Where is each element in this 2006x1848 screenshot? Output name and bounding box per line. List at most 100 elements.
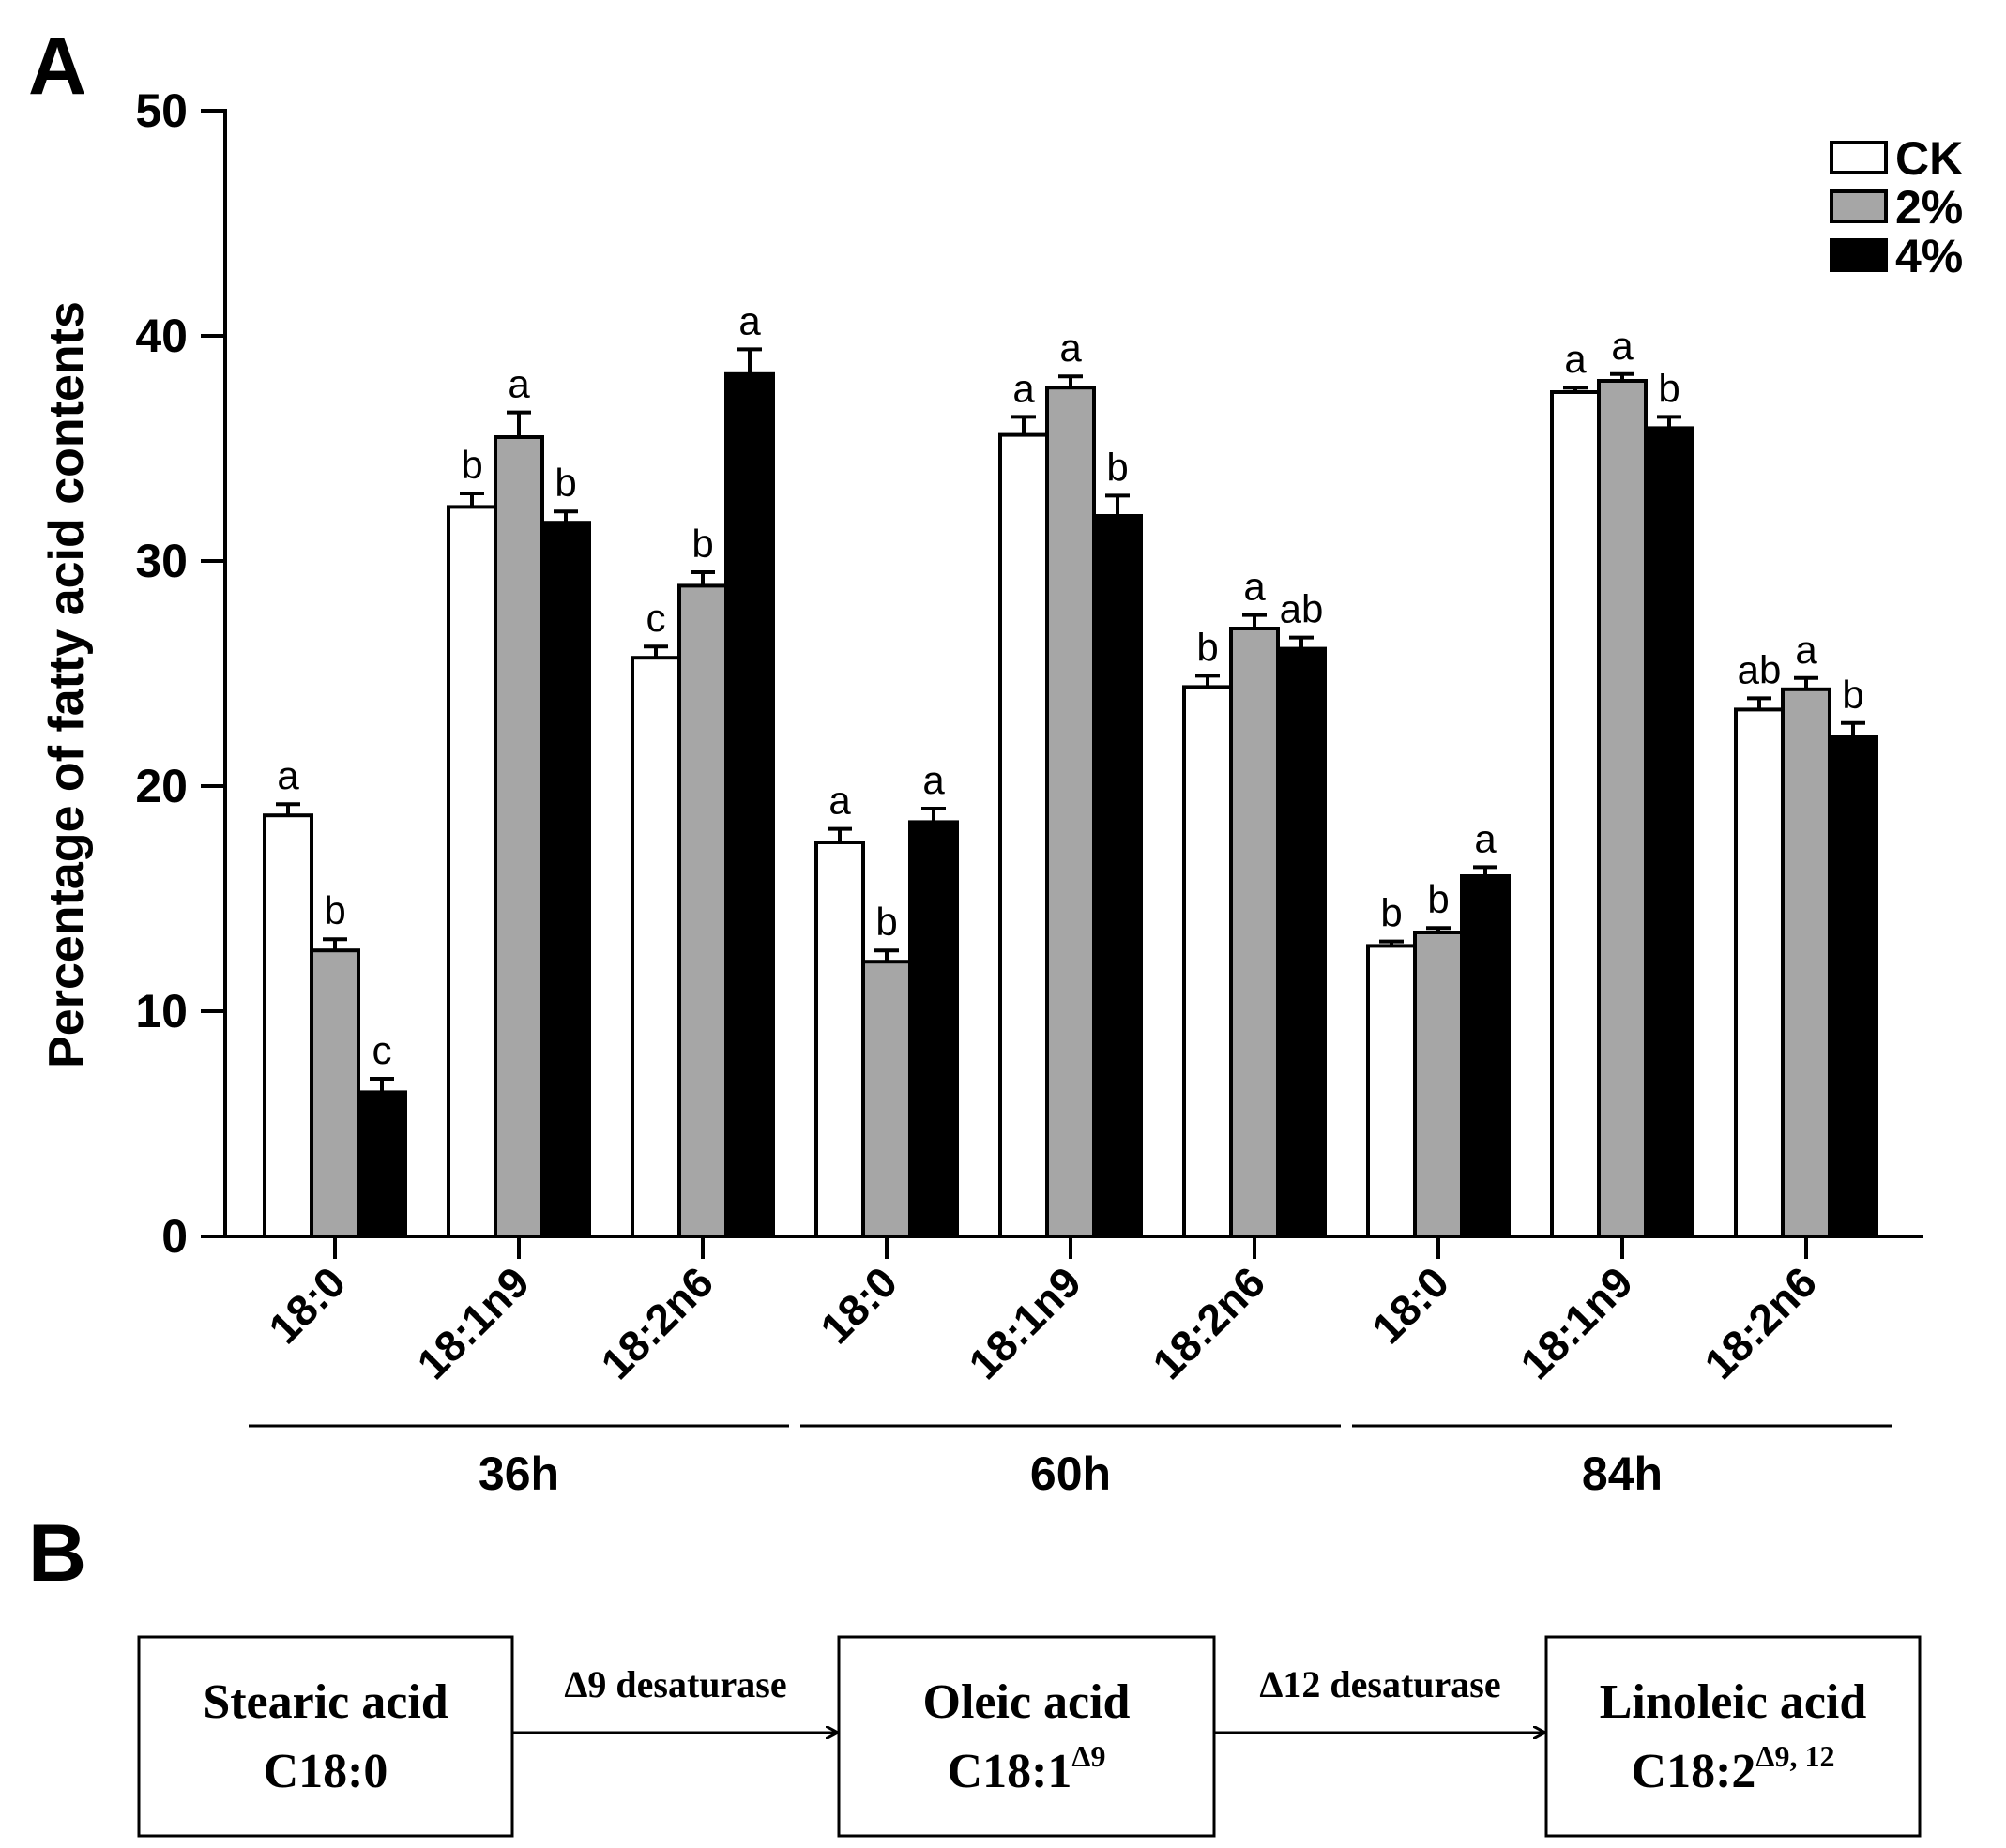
significance-letter: b (1380, 891, 1402, 935)
bar (1597, 379, 1648, 1238)
significance-letter: b (1427, 877, 1449, 921)
bar (1229, 627, 1280, 1238)
y-axis-label: Percentage of fatty acid contents (39, 301, 94, 1068)
y-tick-label: 40 (135, 310, 188, 362)
pathway-box (137, 1635, 514, 1838)
bar (1550, 390, 1601, 1238)
significance-letter: ab (1738, 647, 1782, 691)
bar (908, 820, 959, 1239)
y-tick-label: 30 (135, 535, 188, 587)
significance-letter: b (1106, 445, 1128, 489)
bar (861, 960, 912, 1238)
significance-letter: c (372, 1028, 392, 1072)
significance-letter: c (646, 596, 666, 640)
significance-letter: b (555, 461, 576, 505)
pathway-node-name: Stearic acid (203, 1675, 448, 1729)
bar (631, 656, 681, 1238)
bar (814, 841, 865, 1238)
pathway-diagram: Stearic acid C18:0 Oleic acid C18:1Δ9 Linole… (137, 1635, 1922, 1838)
bar (724, 371, 775, 1238)
bar (447, 505, 497, 1238)
bar (494, 435, 544, 1238)
significance-letter: b (461, 443, 482, 487)
group-label: 36h (479, 1447, 559, 1500)
bar (1460, 874, 1511, 1238)
significance-letter: a (1564, 337, 1587, 381)
panel-a-label: A (28, 22, 86, 112)
category-label: 18:1n9 (407, 1257, 539, 1388)
pathway-node-formula: C18:0 (264, 1745, 388, 1798)
bar (1828, 735, 1878, 1238)
category-label: 18:2n6 (591, 1257, 722, 1388)
significance-letter: a (1795, 628, 1817, 672)
y-tick-label: 50 (135, 84, 188, 137)
group-label: 84h (1582, 1447, 1663, 1500)
pathway-box (1544, 1635, 1922, 1838)
significance-letter: a (1059, 326, 1082, 370)
group-label: 60h (1030, 1447, 1111, 1500)
significance-letter: b (1658, 366, 1679, 410)
category-label: 18:0 (259, 1257, 355, 1353)
significance-letter: a (828, 779, 851, 823)
category-label: 18:1n9 (959, 1257, 1090, 1388)
significance-letter: b (1842, 673, 1863, 717)
y-tick-label: 10 (135, 985, 188, 1038)
significance-letter: a (922, 758, 945, 802)
bar (357, 1090, 407, 1239)
significance-letter: a (1474, 816, 1497, 860)
category-label: 18:0 (1362, 1257, 1458, 1353)
significance-letter: a (738, 298, 761, 342)
significance-letter: b (1196, 625, 1218, 669)
category-label: 18:0 (811, 1257, 906, 1353)
category-label: 18:2n6 (1694, 1257, 1826, 1388)
pathway-box (837, 1635, 1216, 1838)
formula-base: C18:1 (948, 1745, 1072, 1798)
formula-base: C18:2 (1632, 1745, 1756, 1798)
bar (1734, 707, 1785, 1238)
bar (540, 521, 591, 1238)
pathway-node-name: Linoleic acid (1600, 1675, 1867, 1729)
legend: CK2%4% (1830, 132, 1963, 282)
bar (1781, 687, 1831, 1238)
legend-swatch (1830, 189, 1888, 223)
bar (1182, 685, 1233, 1238)
significance-letter: ab (1280, 587, 1324, 631)
significance-letter: a (1611, 324, 1634, 368)
significance-letter: b (875, 900, 897, 944)
bar (1413, 931, 1464, 1238)
bar (1276, 646, 1327, 1238)
significance-letter: a (1012, 366, 1035, 410)
pathway-arrow-label: Δ9 desaturase (564, 1663, 786, 1705)
bar (263, 813, 313, 1238)
pathway-node-formula: C18:1Δ9 (948, 1739, 1106, 1798)
formula-superscript: Δ9, 12 (1755, 1739, 1834, 1773)
category-label: 18:1n9 (1511, 1257, 1642, 1388)
significance-letter: a (508, 362, 530, 406)
legend-label: CK (1895, 132, 1963, 185)
chart-bars (263, 347, 1878, 1239)
bar (1045, 386, 1096, 1238)
legend-swatch (1830, 238, 1888, 272)
bar (677, 583, 728, 1238)
y-tick-label: 20 (135, 760, 188, 812)
significance-letter: b (691, 522, 713, 566)
category-label: 18:2n6 (1143, 1257, 1274, 1388)
bar (1644, 426, 1694, 1238)
pathway-arrow-label: Δ12 desaturase (1259, 1663, 1500, 1705)
legend-label: 4% (1895, 230, 1963, 282)
legend-label: 2% (1895, 181, 1963, 234)
pathway-node-name: Oleic acid (923, 1675, 1131, 1729)
bar (998, 432, 1049, 1239)
formula-base: C18:0 (264, 1745, 388, 1798)
y-tick-label: 0 (161, 1210, 188, 1263)
significance-letter: a (277, 753, 299, 797)
bar (1366, 944, 1417, 1239)
legend-swatch (1830, 141, 1888, 174)
panel-b-label: B (28, 1508, 86, 1598)
bar (310, 948, 360, 1238)
significance-letter: b (324, 888, 345, 932)
formula-superscript: Δ9 (1071, 1739, 1105, 1773)
significance-letter: a (1243, 565, 1266, 609)
pathway-node-formula: C18:2Δ9, 12 (1632, 1739, 1835, 1798)
